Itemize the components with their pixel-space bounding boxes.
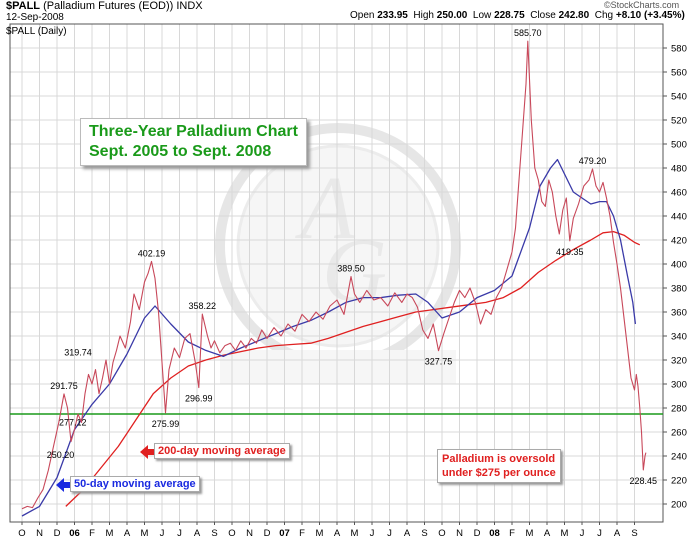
y-tick-label: 420 (671, 236, 687, 247)
y-tick-label: 400 (671, 260, 687, 271)
y-tick-label: 520 (671, 116, 687, 127)
x-tick-label: N (456, 528, 463, 539)
price-label: 275.99 (152, 419, 180, 429)
series-layer (10, 40, 663, 517)
quote-bar: Open 233.95 High 250.00 Low 228.75 Close… (350, 10, 685, 21)
price-label: 296.99 (185, 394, 213, 404)
x-tick-label: J (160, 528, 165, 539)
ma50-arrow (56, 478, 70, 492)
x-tick-label: J (580, 528, 585, 539)
svg-text:A: A (295, 159, 356, 258)
ma50-annotation: 50-day moving average (70, 476, 200, 492)
x-tick-label: O (438, 528, 445, 539)
y-tick-label: 240 (671, 452, 687, 463)
x-tick-label: S (631, 528, 637, 539)
x-tick-label: M (561, 528, 569, 539)
y-tick-label: 300 (671, 380, 687, 391)
y-tick-label: 260 (671, 428, 687, 439)
x-tick-label: A (404, 528, 411, 539)
price-label: 402.19 (138, 248, 166, 258)
x-tick-label: A (614, 528, 621, 539)
ma200-annotation: 200-day moving average (154, 443, 290, 459)
price-label: 358.22 (188, 301, 216, 311)
x-tick-label: D (264, 528, 271, 539)
x-tick-label: 08 (489, 528, 500, 539)
oversold-note: Palladium is oversold under $275 per oun… (437, 449, 561, 483)
x-tick-label: N (246, 528, 253, 539)
x-tick-label: F (299, 528, 305, 539)
price-label: 327.75 (425, 357, 453, 367)
y-tick-label: 580 (671, 44, 687, 55)
x-axis: O N D 06 F M A M J J A S O N D 07 F M A M J J A S O N D 08 F M A M J J A S (18, 522, 638, 539)
chart-title-box: Three-Year Palladium Chart Sept. 2005 to… (80, 118, 307, 166)
x-tick-label: F (89, 528, 95, 539)
x-tick-label: 06 (69, 528, 80, 539)
price-label: 228.45 (629, 476, 657, 486)
x-tick-label: J (177, 528, 182, 539)
y-tick-label: 380 (671, 284, 687, 295)
chart-date: 12-Sep-2008 (6, 12, 64, 23)
price-labels: 291.75 250.20 277.12 319.74 402.19 275.99 358.… (47, 28, 657, 486)
x-tick-label: S (421, 528, 427, 539)
y-tick-label: 500 (671, 140, 687, 151)
x-tick-label: O (228, 528, 235, 539)
x-tick-label: J (597, 528, 602, 539)
stockcharts-watermark: ©StockCharts.com (604, 0, 680, 10)
x-tick-label: D (474, 528, 481, 539)
chart-title-line2: Sept. 2005 to Sept. 2008 (89, 143, 272, 160)
y-tick-label: 560 (671, 68, 687, 79)
chart-title-line1: Three-Year Palladium Chart (89, 123, 298, 140)
price-label: 389.50 (337, 264, 365, 274)
y-tick-label: 480 (671, 164, 687, 175)
x-tick-label: M (351, 528, 359, 539)
symbol-name: (Palladium Futures (EOD)) INDX (43, 0, 203, 12)
x-tick-label: 07 (279, 528, 290, 539)
y-tick-label: 220 (671, 476, 687, 487)
annotation-arrows (56, 445, 154, 492)
x-tick-label: O (18, 528, 25, 539)
x-tick-label: M (106, 528, 114, 539)
x-tick-label: J (370, 528, 375, 539)
x-tick-label: A (334, 528, 341, 539)
price-label: 479.20 (579, 156, 607, 166)
ma200-arrow (140, 445, 154, 459)
oversold-note-line2: under $275 per ounce (442, 467, 556, 479)
y-tick-label: 460 (671, 188, 687, 199)
y-tick-label: 540 (671, 92, 687, 103)
y-tick-label: 440 (671, 212, 687, 223)
x-tick-label: M (141, 528, 149, 539)
x-tick-label: S (211, 528, 217, 539)
x-tick-label: J (387, 528, 392, 539)
x-tick-label: F (509, 528, 515, 539)
y-tick-label: 360 (671, 308, 687, 319)
y-tick-label: 200 (671, 500, 687, 511)
x-tick-label: A (124, 528, 131, 539)
x-tick-label: A (194, 528, 201, 539)
oversold-note-line1: Palladium is oversold (442, 453, 556, 465)
price-label: 250.20 (47, 450, 75, 460)
x-tick-label: M (526, 528, 534, 539)
series-legend: $PALL (Daily) (6, 26, 67, 37)
y-tick-label: 320 (671, 356, 687, 367)
price-series-line (21, 40, 647, 510)
x-tick-label: N (36, 528, 43, 539)
chart-header-title: $PALL (Palladium Futures (EOD)) INDX (6, 0, 203, 12)
x-tick-label: M (316, 528, 324, 539)
price-label: 585.70 (514, 28, 542, 38)
y-axis: 200 220 240 260 280 300 320 340 360 380 400 420 440 4… (663, 44, 687, 511)
y-tick-label: 340 (671, 332, 687, 343)
price-label: 291.75 (50, 381, 78, 391)
x-tick-label: D (54, 528, 61, 539)
ma50-series-line (21, 158, 637, 517)
price-label: 319.74 (64, 347, 92, 357)
price-label: 419.35 (556, 247, 584, 257)
symbol: $PALL (6, 0, 41, 12)
x-tick-label: A (544, 528, 551, 539)
y-tick-label: 280 (671, 404, 687, 415)
price-label: 277.12 (59, 417, 87, 427)
